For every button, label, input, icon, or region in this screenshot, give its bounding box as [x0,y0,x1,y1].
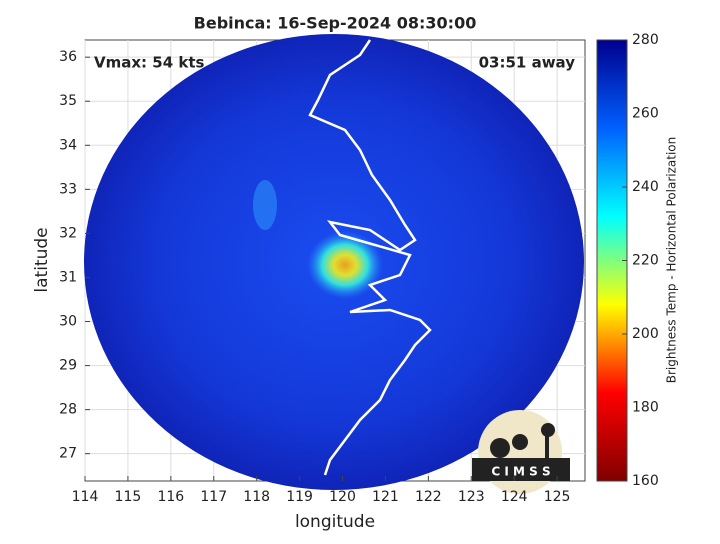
x-tick-label: 115 [115,489,142,505]
chart-title: Bebinca: 16-Sep-2024 08:30:00 [194,14,477,33]
colorbar-tick-label: 260 [632,106,659,122]
colorbar-tick-label: 240 [632,179,659,195]
x-tick-label: 125 [544,489,571,505]
y-tick-label: 31 [59,269,77,285]
x-tick-label: 123 [458,489,485,505]
y-tick-label: 36 [59,49,77,65]
x-tick-label: 114 [72,489,99,505]
y-axis-label: latitude [32,227,52,292]
y-tick-label: 30 [59,314,77,330]
x-tick-label: 122 [415,489,442,505]
colorbar-tick-label: 220 [632,253,659,269]
y-tick-label: 35 [59,93,77,109]
x-tick-label: 120 [329,489,356,505]
rainband [253,180,277,230]
cimss-logo: C I M S S [472,410,570,494]
x-tick-label: 121 [372,489,399,505]
x-axis-label: longitude [295,512,375,532]
y-tick-label: 33 [59,181,77,197]
y-tick-label: 27 [59,446,77,462]
x-tick-label: 124 [501,489,528,505]
colorbar-tick-label: 160 [632,473,659,489]
x-tick-label: 118 [243,489,270,505]
y-tick-label: 32 [59,225,77,241]
colorbar-tick-label: 200 [632,326,659,342]
x-tick-label: 116 [157,489,184,505]
colorbar-label: Brightness Temp - Horizontal Polarizatio… [665,137,679,384]
colorbar-tick-label: 280 [632,32,659,48]
x-tick-label: 119 [286,489,313,505]
annotation: Vmax: 54 kts [94,54,204,72]
y-tick-label: 29 [59,358,77,374]
storm-core [307,231,383,299]
colorbar-tick-label: 180 [632,400,659,416]
y-tick-label: 28 [59,402,77,418]
coastline [308,39,432,476]
x-tick-label: 117 [200,489,227,505]
logo-text: C I M S S [491,465,550,479]
y-tick-label: 34 [59,137,77,153]
annotation: 03:51 away [479,54,576,72]
